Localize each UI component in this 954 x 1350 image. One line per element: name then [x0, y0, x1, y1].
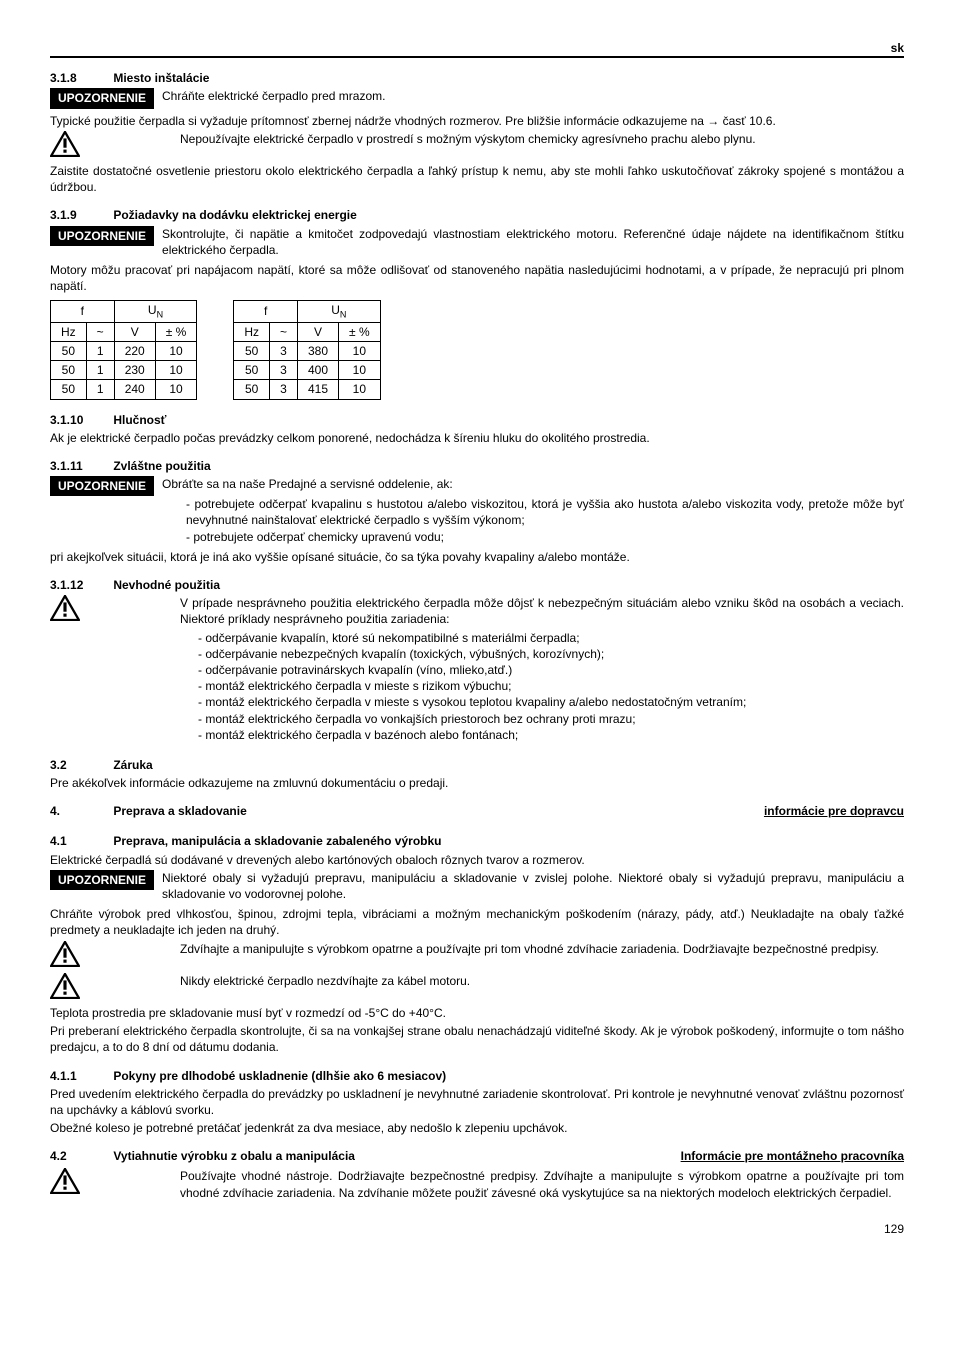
list-item: potrebujete odčerpať chemicky upravenú v…: [186, 529, 904, 545]
table-row: 50341510: [234, 380, 380, 399]
heading-318: 3.1.8 Miesto inštalácie: [50, 70, 904, 86]
heading-42: 4.2 Vytiahnutie výrobku z obalu a manipu…: [50, 1148, 904, 1164]
list-item: montáž elektrického čerpadla v mieste s …: [198, 694, 904, 710]
warning-row: Nepoužívajte elektrické čerpadlo v prost…: [50, 131, 904, 161]
body-text: Pre akékoľvek informácie odkazujeme na z…: [50, 775, 904, 791]
list-item: odčerpávanie nebezpečných kvapalín (toxi…: [198, 646, 904, 662]
warning-row: Používajte vhodné nástroje. Dodržiavajte…: [50, 1168, 904, 1200]
heading-title: Záruka: [113, 758, 152, 772]
heading-num: 4.1.1: [50, 1068, 110, 1084]
warning-text: Nepoužívajte elektrické čerpadlo v prost…: [180, 131, 904, 147]
lang-code: sk: [50, 40, 904, 56]
warning-text: Nikdy elektrické čerpadlo nezdvíhajte za…: [180, 973, 904, 989]
audience-label: Informácie pre montážneho pracovníka: [681, 1148, 904, 1164]
heading-4: 4. Preprava a skladovanie informácie pre…: [50, 803, 904, 819]
warning-icon: [50, 973, 78, 1003]
page-number: 129: [50, 1221, 904, 1237]
notice-text: Chráňte elektrické čerpadlo pred mrazom.: [162, 88, 904, 104]
heading-411: 4.1.1 Pokyny pre dlhodobé uskladnenie (d…: [50, 1068, 904, 1084]
table-row: 50338010: [234, 341, 380, 360]
heading-title: Preprava, manipulácia a skladovanie zaba…: [113, 834, 441, 848]
heading-41: 4.1 Preprava, manipulácia a skladovanie …: [50, 833, 904, 849]
notice-badge: UPOZORNENIE: [50, 476, 154, 496]
spec-tables: f UN Hz ~ V ± % 50122010 50123010 501240…: [50, 300, 904, 399]
body-text: Elektrické čerpadlá sú dodávané v dreven…: [50, 852, 904, 868]
table-row: 50122010: [51, 341, 197, 360]
heading-title: Zvláštne použitia: [113, 459, 210, 473]
warning-icon: [50, 941, 78, 971]
warning-icon: [50, 595, 78, 625]
heading-title: Požiadavky na dodávku elektrickej energi…: [113, 208, 356, 222]
warning-icon: [50, 131, 78, 161]
heading-3112: 3.1.12 Nevhodné použitia: [50, 577, 904, 593]
notice-badge: UPOZORNENIE: [50, 88, 154, 108]
heading-num: 4.2: [50, 1148, 110, 1164]
heading-32: 3.2 Záruka: [50, 757, 904, 773]
warning-row: V prípade nesprávneho použitia elektrick…: [50, 595, 904, 745]
warning-text: Používajte vhodné nástroje. Dodržiavajte…: [180, 1168, 904, 1200]
body-text: Obežné koleso je potrebné pretáčať jeden…: [50, 1120, 904, 1136]
heading-num: 3.1.10: [50, 412, 110, 428]
warning-row: Zdvíhajte a manipulujte s výrobkom opatr…: [50, 941, 904, 971]
list-item: montáž elektrického čerpadla v mieste s …: [198, 678, 904, 694]
notice-badge: UPOZORNENIE: [50, 226, 154, 246]
heading-num: 3.1.11: [50, 458, 110, 474]
warning-row: Nikdy elektrické čerpadlo nezdvíhajte za…: [50, 973, 904, 1003]
heading-num: 3.1.8: [50, 70, 110, 86]
heading-319: 3.1.9 Požiadavky na dodávku elektrickej …: [50, 207, 904, 223]
notice-text: Obráťte sa na naše Predajné a servisné o…: [162, 476, 904, 492]
body-text: Pri preberaní elektrického čerpadla skon…: [50, 1023, 904, 1055]
heading-num: 4.: [50, 803, 110, 819]
spec-table-2: f UN Hz ~ V ± % 50338010 50340010 503415…: [233, 300, 380, 399]
table-row: 50123010: [51, 361, 197, 380]
heading-title: Vytiahnutie výrobku z obalu a manipuláci…: [113, 1149, 355, 1163]
table-row: 50340010: [234, 361, 380, 380]
body-text: Chráňte výrobok pred vlhkosťou, špinou, …: [50, 906, 904, 938]
heading-num: 3.2: [50, 757, 110, 773]
bullet-list: potrebujete odčerpať kvapalinu s hustoto…: [168, 496, 904, 545]
body-text: Motory môžu pracovať pri napájacom napät…: [50, 262, 904, 294]
notice-text: Skontrolujte, či napätie a kmitočet zodp…: [162, 226, 904, 258]
heading-title: Hlučnosť: [113, 413, 166, 427]
heading-num: 4.1: [50, 833, 110, 849]
list-item: odčerpávanie kvapalín, ktoré sú nekompat…: [198, 630, 904, 646]
body-text: Zaistite dostatočné osvetlenie priestoru…: [50, 163, 904, 195]
body-text: pri akejkoľvek situácii, ktorá je iná ak…: [50, 549, 904, 565]
warning-icon: [50, 1168, 78, 1198]
body-text: Typické použitie čerpadla si vyžaduje pr…: [50, 113, 904, 129]
list-item: montáž elektrického čerpadla vo vonkajší…: [198, 711, 904, 727]
notice-badge: UPOZORNENIE: [50, 870, 154, 890]
heading-3110: 3.1.10 Hlučnosť: [50, 412, 904, 428]
notice-text: Niektoré obaly si vyžadujú prepravu, man…: [162, 870, 904, 902]
warning-text: Zdvíhajte a manipulujte s výrobkom opatr…: [180, 941, 904, 957]
list-item: potrebujete odčerpať kvapalinu s hustoto…: [186, 496, 904, 528]
heading-title: Pokyny pre dlhodobé uskladnenie (dlhšie …: [113, 1069, 446, 1083]
heading-title: Preprava a skladovanie: [113, 804, 246, 818]
bullet-list: odčerpávanie kvapalín, ktoré sú nekompat…: [180, 630, 904, 743]
heading-num: 3.1.12: [50, 577, 110, 593]
top-rule: [50, 56, 904, 58]
warning-text: V prípade nesprávneho použitia elektrick…: [180, 595, 904, 627]
audience-label: informácie pre dopravcu: [764, 803, 904, 819]
table-row: 50124010: [51, 380, 197, 399]
list-item: montáž elektrického čerpadla v bazénoch …: [198, 727, 904, 743]
body-text: Teplota prostredia pre skladovanie musí …: [50, 1005, 904, 1021]
body-text: Ak je elektrické čerpadlo počas prevádzk…: [50, 430, 904, 446]
heading-3111: 3.1.11 Zvláštne použitia: [50, 458, 904, 474]
list-item: odčerpávanie potravinárskych kvapalín (v…: [198, 662, 904, 678]
heading-title: Miesto inštalácie: [113, 71, 209, 85]
heading-title: Nevhodné použitia: [113, 578, 220, 592]
spec-table-1: f UN Hz ~ V ± % 50122010 50123010 501240…: [50, 300, 197, 399]
heading-num: 3.1.9: [50, 207, 110, 223]
body-text: Pred uvedením elektrického čerpadla do p…: [50, 1086, 904, 1118]
